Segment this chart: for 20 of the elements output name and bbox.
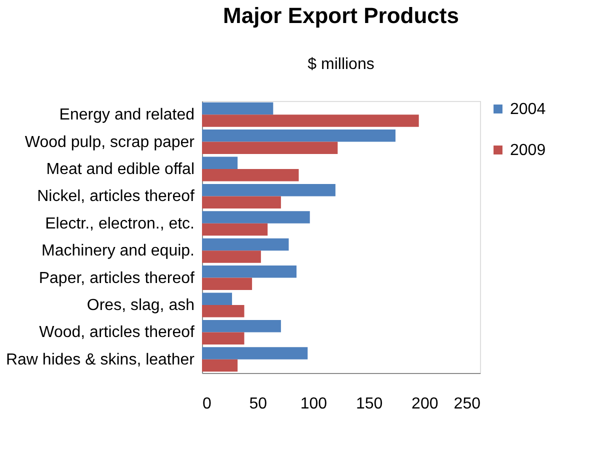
y-tick-label: Electr., electron., etc. [45, 215, 194, 232]
x-tick-label: 200 [412, 396, 438, 412]
y-tick-label: Wood, articles thereof [39, 324, 196, 342]
legend-label: 2009 [510, 142, 546, 159]
y-tick-label: Paper, articles thereof [38, 270, 196, 287]
x-tick-label: 50 [249, 396, 268, 412]
legend-label: 2004 [510, 101, 546, 118]
x-tick-label: 0 [202, 396, 212, 412]
y-tick-label: Meat and edible offal [46, 161, 194, 178]
x-tick-label: 150 [356, 396, 383, 412]
chart-subtitle: $ millions [308, 56, 374, 73]
y-tick-label: Wood pulp, scrap paper [24, 134, 196, 151]
y-tick-label: Ores, slag, ash [86, 297, 194, 314]
x-tick-label: 100 [300, 396, 328, 412]
y-tick-label: Energy and related [59, 106, 194, 124]
y-tick-label: Nickel, articles thereof [37, 188, 196, 206]
chart-title: Major Export Products [223, 3, 459, 28]
x-tick-label: 250 [454, 396, 481, 412]
y-tick-label: Raw hides & skins, leather [6, 351, 196, 368]
y-tick-label: Machinery and equip. [42, 242, 194, 260]
